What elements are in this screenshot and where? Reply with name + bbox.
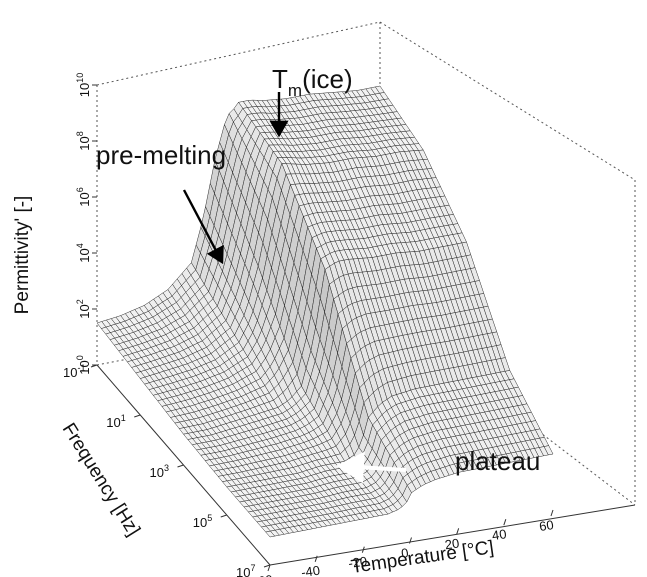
y-tick-label: 107 — [236, 563, 255, 577]
z-tick-label: 100 — [75, 355, 92, 374]
z-tick-label: 106 — [75, 187, 92, 206]
z-axis-label: Permittivity' [-] — [12, 196, 33, 315]
plateau-annotation: plateau — [336, 446, 540, 484]
tm-annotation: Tm(ice) — [269, 64, 353, 138]
svg-text:Tm(ice): Tm(ice) — [272, 64, 353, 100]
plateau-arrow — [336, 451, 407, 484]
y-tick-mark — [90, 364, 98, 368]
x-tick-label: -20 — [347, 553, 368, 570]
x-tick-label: 40 — [491, 526, 507, 543]
y-axis-ticks: 10-1 101 103 105 107 — [63, 363, 271, 577]
z-axis-ticks: 100 102 104 106 108 1010 — [75, 73, 97, 375]
y-tick-mark — [134, 414, 141, 418]
x-tick-mark — [550, 509, 554, 517]
y-tick-mark — [177, 464, 184, 468]
y-tick-mark — [263, 564, 271, 568]
x-tick-label: 60 — [538, 517, 554, 534]
x-tick-label: 0 — [400, 545, 409, 561]
x-tick-mark — [503, 519, 507, 526]
y-tick-label: 10-1 — [63, 363, 85, 380]
x-tick-label: 20 — [444, 535, 460, 552]
z-tick-label: 104 — [75, 243, 92, 262]
x-tick-label: -60 — [253, 572, 274, 577]
surface-cell — [265, 530, 276, 538]
permittivity-surface — [96, 85, 554, 538]
y-tick-label: 105 — [193, 513, 212, 530]
z-tick-label: 108 — [75, 131, 92, 150]
svg-text:plateau: plateau — [455, 446, 540, 476]
y-tick-label: 101 — [106, 413, 125, 430]
premelting-annotation: pre-melting — [96, 140, 226, 265]
y-axis-label: Frequency [Hz] — [58, 420, 144, 540]
x-tick-mark — [409, 537, 412, 544]
x-tick-mark — [361, 546, 365, 553]
z-tick-label: 102 — [75, 299, 92, 318]
x-tick-label: -40 — [300, 563, 321, 577]
premelting-arrow — [182, 189, 224, 265]
x-axis-ticks: -60 -40 -20 0 20 40 60 — [253, 509, 555, 577]
z-tick-label: 1010 — [75, 73, 92, 97]
y-tick-mark — [220, 514, 227, 518]
svg-text:pre-melting: pre-melting — [96, 140, 226, 170]
x-axis-label: Temperature [°C] — [350, 537, 495, 577]
x-tick-mark — [267, 564, 271, 572]
x-tick-mark — [456, 528, 460, 535]
y-tick-label: 103 — [150, 463, 169, 480]
x-tick-mark — [314, 555, 318, 562]
